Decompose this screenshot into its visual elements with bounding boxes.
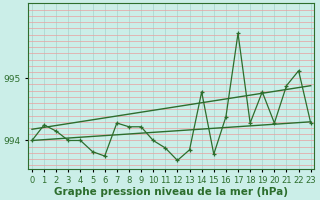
X-axis label: Graphe pression niveau de la mer (hPa): Graphe pression niveau de la mer (hPa)	[54, 187, 288, 197]
